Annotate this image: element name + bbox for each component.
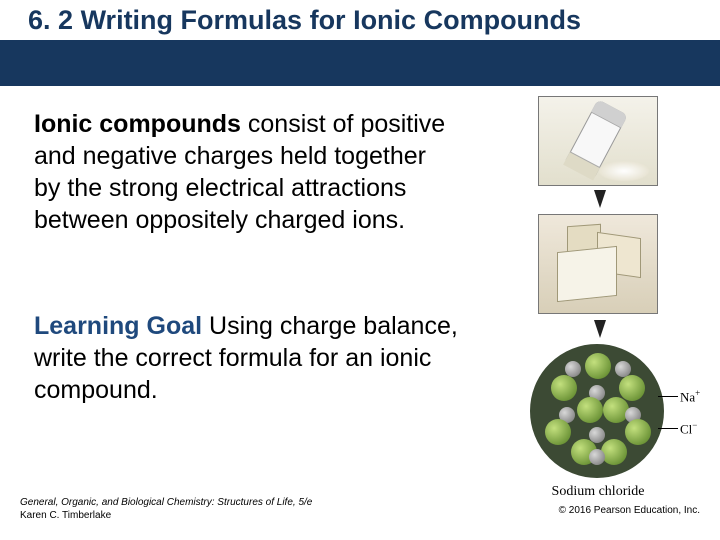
section-number: 6. 2 — [28, 5, 73, 35]
chloride-ion-icon — [551, 375, 577, 401]
footer-copyright: © 2016 Pearson Education, Inc. — [559, 505, 700, 516]
chloride-ion-icon — [601, 439, 627, 465]
chloride-ion-icon — [619, 375, 645, 401]
chloride-ion-icon — [585, 353, 611, 379]
arrow-down-icon — [594, 320, 606, 338]
salt-spill-icon — [599, 161, 649, 181]
crystal-cube-icon — [557, 246, 617, 302]
footer-left: General, Organic, and Biological Chemist… — [20, 496, 312, 522]
leader-line — [658, 428, 678, 429]
figure-column: Na+ Cl− Sodium chloride — [508, 96, 688, 496]
learning-goal: Learning Goal Using charge balance, writ… — [34, 310, 464, 406]
section-title-text: Writing Formulas for Ionic Compounds — [81, 5, 582, 35]
ion-cluster — [530, 344, 664, 478]
chloride-ion-icon — [545, 419, 571, 445]
author: Karen C. Timberlake — [20, 509, 312, 522]
salt-shaker-panel — [538, 96, 658, 186]
intro-paragraph: Ionic compounds consist of positive and … — [34, 108, 454, 236]
title-bar — [0, 40, 720, 86]
sodium-ion-icon — [589, 449, 605, 465]
title-block: 6. 2 Writing Formulas for Ionic Compound… — [28, 6, 692, 36]
chloride-ion-icon — [625, 419, 651, 445]
cation-symbol: Na — [680, 389, 695, 404]
anion-symbol: Cl — [680, 421, 692, 436]
intro-lead: Ionic compounds — [34, 110, 241, 138]
figure-caption: Sodium chloride — [508, 484, 688, 500]
learning-goal-label: Learning Goal — [34, 312, 202, 340]
book-title: General, Organic, and Biological Chemist… — [20, 496, 312, 509]
arrow-down-icon — [594, 190, 606, 208]
chloride-ion-icon — [577, 397, 603, 423]
cation-charge: + — [695, 388, 700, 398]
crystal-panel — [538, 214, 658, 314]
leader-line — [658, 396, 678, 397]
slide: 6. 2 Writing Formulas for Ionic Compound… — [0, 0, 720, 540]
anion-charge: − — [692, 420, 697, 430]
anion-label: Cl− — [680, 420, 697, 437]
cation-label: Na+ — [680, 388, 700, 405]
section-title: 6. 2 Writing Formulas for Ionic Compound… — [28, 6, 692, 36]
